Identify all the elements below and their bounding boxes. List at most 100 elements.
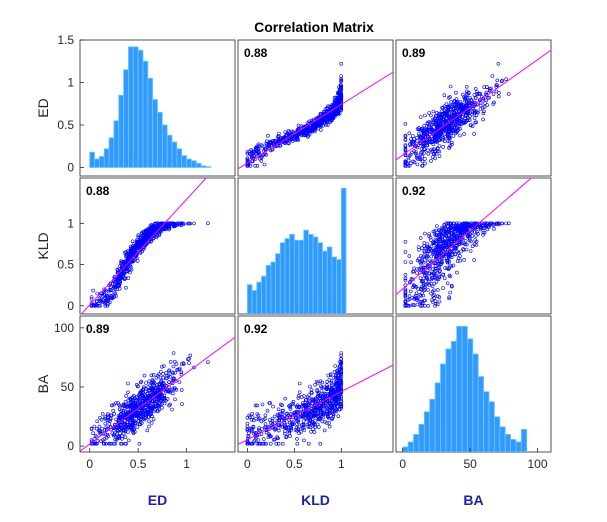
scatter-point [147,405,152,409]
scatter-point [464,242,469,247]
scatter-point [437,138,441,142]
scatter-point [403,161,408,165]
scatter-point [437,228,442,233]
scatter-point [132,258,136,263]
histogram-bar [504,433,511,452]
scatter-point [309,429,313,434]
scatter-point [100,427,104,431]
scatter-point [297,431,301,435]
scatter-point [192,365,196,370]
scatter-point [156,409,160,414]
scatter-point [123,399,128,404]
histogram-bar [137,49,144,168]
scatter-point [339,367,344,372]
scatter-point [151,372,156,377]
scatter-point [415,296,420,300]
scatter-point [320,385,324,390]
scatter-point [429,159,433,163]
scatter-point [245,428,250,433]
scatter-point [427,234,431,238]
scatter-point [323,392,328,397]
scatter-point [143,397,148,402]
scatter-point [403,299,408,304]
scatter-point [153,226,157,231]
scatter-point [160,384,164,389]
scatter-point [280,412,285,417]
scatter-point [467,238,472,243]
scatter-point [339,97,344,101]
scatter-point [434,224,439,228]
scatter-point [252,418,256,423]
x-tick-label: 50 [463,457,477,471]
scatter-point [458,133,462,138]
scatter-point [133,414,137,419]
scatter-point [140,241,145,246]
scatter-point [126,255,131,260]
panel-ba-vs-ed: 0.89 0 50 100 0 0.5 1 [54,315,236,471]
scatter-point [245,421,250,426]
x-tick-label: 0 [86,457,93,471]
histogram-bar [246,284,253,314]
scatter-point [187,361,191,365]
scatter-point [166,389,171,394]
scatter-point [171,371,175,376]
scatter-point [411,159,415,164]
histogram-bar [456,325,463,452]
scatter-point [403,138,408,142]
scatter-point [425,276,429,280]
scatter-point [304,130,309,134]
scatter-point [254,150,259,155]
scatter-point [170,407,174,412]
scatter-point [276,436,280,441]
scatter-point [312,124,316,129]
scatter-point [136,233,140,237]
scatter-point [468,123,473,128]
correlation-label: 0.89 [402,46,426,60]
scatter-point [102,437,107,441]
scatter-point [420,164,425,168]
scatter-point [445,113,450,117]
scatter-point [104,296,109,300]
scatter-point [435,250,440,255]
scatter-point [324,397,329,401]
scatter-point [339,107,344,112]
scatter-point [424,256,429,260]
scatter-point [171,391,175,396]
scatter-point [416,287,420,291]
y-tick-label: 0 [67,161,74,175]
scatter-point [441,273,445,277]
scatter-point [425,268,430,273]
scatter-point [245,415,250,420]
correlation-label: 0.89 [86,322,110,336]
scatter-point [437,265,442,270]
scatter-point [328,372,333,377]
scatter-point [128,410,132,414]
scatter-point [167,369,171,374]
scatter-point [148,383,152,388]
scatter-point [259,419,264,424]
scatter-point [188,221,193,226]
scatter-point [104,441,108,446]
scatter-point [437,273,441,277]
scatter-point [295,418,300,423]
scatter-point [296,393,301,398]
scatter-point [123,428,128,433]
scatter-point [97,296,102,301]
scatter-point [164,389,168,394]
scatter-point [296,405,301,410]
scatter-point [445,111,449,116]
scatter-point [130,422,135,427]
panel-kld-vs-ed: 0.88 0 0.5 1 [57,177,236,315]
scatter-point [124,285,128,290]
scatter-point [454,97,459,101]
scatter-point [487,95,492,100]
scatter-point [322,428,327,433]
scatter-point [318,441,323,446]
scatter-point [460,115,465,119]
scatter-point [412,266,416,271]
scatter-point [325,414,330,418]
scatter-point [450,142,454,147]
scatter-point [98,429,103,434]
scatter-point [403,272,408,277]
scatter-point [470,124,475,128]
